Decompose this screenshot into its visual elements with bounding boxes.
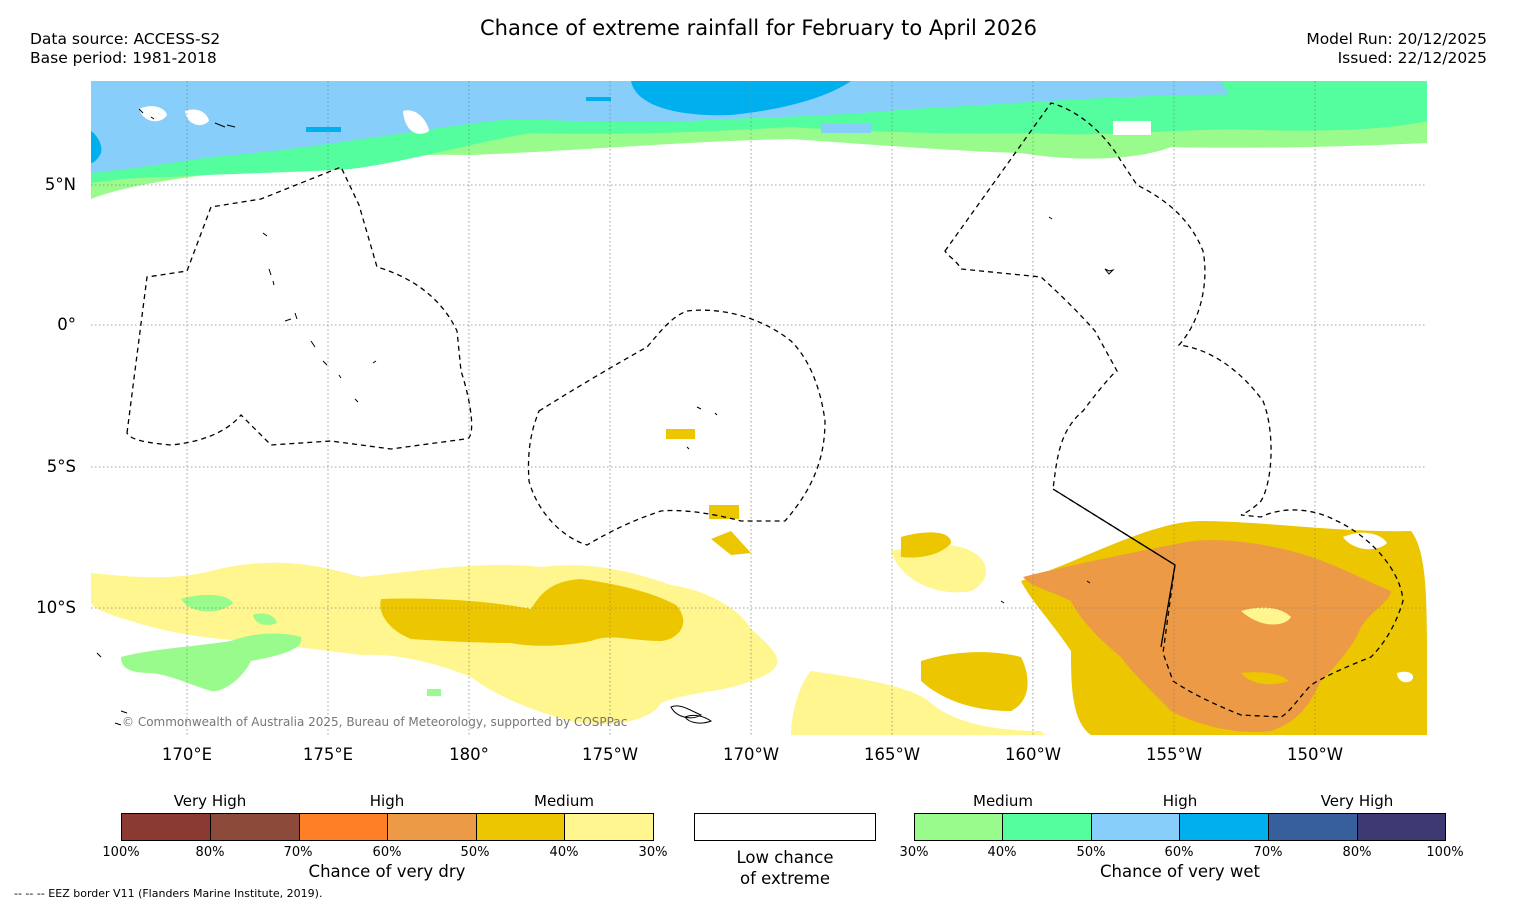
- lat-label-10s: 10°S: [36, 598, 76, 617]
- wet-patches-south: [121, 594, 441, 696]
- wet-tick-30: 30%: [899, 845, 929, 860]
- issued-date: Issued: 22/12/2025: [1337, 49, 1487, 67]
- dry-caption: Chance of very dry: [308, 862, 466, 881]
- islands: [96, 108, 1115, 726]
- dry-regions-south: [91, 429, 1427, 735]
- wet-swatch-3: [1091, 813, 1180, 841]
- dry-tick-40: 40%: [549, 845, 579, 860]
- dry-heading-very-high: Very High: [173, 792, 247, 810]
- lon-label-155w: 155°W: [1145, 745, 1203, 764]
- lon-label-170w: 170°W: [722, 745, 780, 764]
- dry-heading-high: High: [369, 792, 405, 810]
- dry-tick-80: 80%: [195, 845, 225, 860]
- wet-tick-40: 40%: [987, 845, 1017, 860]
- wet-tick-50: 50%: [1076, 845, 1106, 860]
- wet-heading-high: High: [1162, 792, 1198, 810]
- lon-label-150w: 150°W: [1286, 745, 1344, 764]
- data-source: Data source: ACCESS-S2: [30, 30, 221, 48]
- wet-heading-medium: Medium: [973, 792, 1033, 810]
- dry-swatch-1: [121, 813, 211, 841]
- wet-tick-60: 60%: [1164, 845, 1194, 860]
- rainfall-map: [91, 81, 1427, 735]
- wet-heading-very-high: Very High: [1320, 792, 1394, 810]
- wet-tick-70: 70%: [1253, 845, 1283, 860]
- dry-tick-100: 100%: [102, 845, 140, 860]
- wet-tick-80: 80%: [1342, 845, 1372, 860]
- lon-label-170e: 170°E: [161, 745, 213, 764]
- run-info: Model Run: 20/12/2025 Issued: 22/12/2025: [1306, 30, 1487, 68]
- wet-caption: Chance of very wet: [1100, 862, 1260, 881]
- dry-swatch-6: [564, 813, 654, 841]
- neutral-caption-line1: Low chance: [736, 848, 834, 867]
- dry-tick-60: 60%: [372, 845, 402, 860]
- lon-label-180: 180°: [449, 745, 489, 764]
- graticule: [91, 81, 1427, 735]
- copyright-notice: © Commonwealth of Australia 2025, Bureau…: [122, 715, 628, 729]
- lon-label-160w: 160°W: [1004, 745, 1062, 764]
- wet-tick-100: 100%: [1426, 845, 1464, 860]
- wet-swatch-2: [1002, 813, 1092, 841]
- base-period: Base period: 1981-2018: [30, 49, 217, 67]
- data-info: Data source: ACCESS-S2 Base period: 1981…: [30, 30, 220, 68]
- dry-tick-70: 70%: [283, 845, 313, 860]
- dry-swatch-2: [210, 813, 300, 841]
- lon-label-175w: 175°W: [581, 745, 639, 764]
- lat-label-5n: 5°N: [44, 175, 76, 194]
- wet-swatch-6: [1357, 813, 1446, 841]
- neutral-caption-line2: of extreme: [739, 869, 831, 888]
- dry-swatch-3: [299, 813, 388, 841]
- eez-footnote: -- -- -- EEZ border V11 (Flanders Marine…: [14, 887, 323, 900]
- map-title: Chance of extreme rainfall for February …: [480, 16, 1037, 40]
- wet-swatch-5: [1268, 813, 1358, 841]
- dry-heading-medium: Medium: [534, 792, 594, 810]
- neutral-swatch: [694, 813, 876, 841]
- wet-swatch-1: [914, 813, 1003, 841]
- dry-tick-30: 30%: [638, 845, 668, 860]
- boundary-line: [1052, 488, 1176, 648]
- dry-swatch-4: [387, 813, 477, 841]
- wet-band-north: [91, 81, 1427, 199]
- dry-tick-50: 50%: [460, 845, 490, 860]
- eez-borders: [126, 102, 1404, 718]
- lon-label-175e: 175°E: [302, 745, 354, 764]
- dry-swatch-5: [476, 813, 565, 841]
- model-run: Model Run: 20/12/2025: [1306, 30, 1487, 48]
- wet-swatch-4: [1179, 813, 1269, 841]
- lat-label-0: 0°: [57, 315, 76, 334]
- lon-label-165w: 165°W: [863, 745, 921, 764]
- lat-label-5s: 5°S: [46, 457, 76, 476]
